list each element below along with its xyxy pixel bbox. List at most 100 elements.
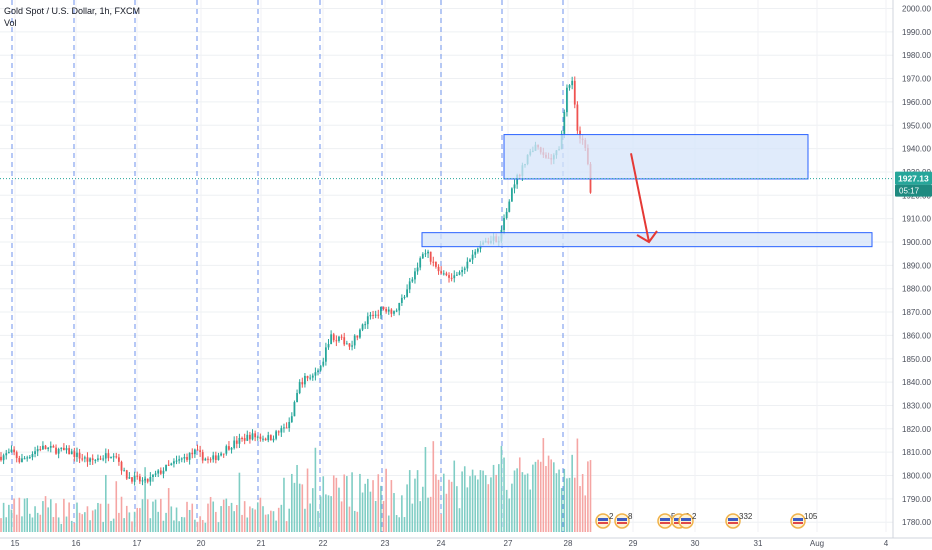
volume-bar [60, 523, 63, 532]
arrow-head[interactable] [636, 230, 658, 244]
candle-body [238, 438, 241, 444]
support-resistance-zones[interactable] [421, 134, 873, 248]
volume-bar [587, 461, 589, 532]
event-count: 105 [804, 512, 818, 521]
volume-bar [236, 505, 238, 532]
volume-bar [97, 502, 99, 532]
arrow-shaft[interactable] [630, 153, 650, 243]
volume-bar [228, 506, 230, 532]
candle-body [21, 458, 23, 463]
candle-body [193, 449, 196, 455]
volume-bar [262, 506, 264, 532]
candle-body [440, 271, 443, 274]
event-marker[interactable]: 2 [678, 512, 697, 529]
volume-bar [353, 510, 356, 532]
volume-bar [243, 501, 246, 532]
candle-body [277, 431, 280, 433]
volume-bar [222, 499, 225, 532]
symbol-title[interactable]: Gold Spot / U.S. Dollar, 1h, FXCM [4, 6, 141, 16]
volume-bar [49, 499, 52, 532]
candle-body [191, 452, 194, 455]
volume-bar [492, 464, 495, 532]
candle-body [411, 279, 414, 282]
candle-body [235, 440, 238, 444]
volume-bar [513, 470, 516, 532]
candle-body [154, 473, 157, 475]
candle-body [348, 343, 351, 347]
volume-bar [65, 516, 68, 532]
volume-bar [18, 497, 21, 532]
volume-bar [393, 493, 395, 532]
candle-body [563, 112, 566, 134]
candle-body [445, 273, 448, 276]
event-marker[interactable]: 8 [614, 512, 633, 529]
volume-bar [31, 517, 34, 532]
event-marker[interactable]: 105 [790, 512, 818, 529]
volume-bar [518, 457, 521, 532]
volume-bar [553, 462, 555, 532]
event-marker[interactable]: 2 [595, 512, 614, 529]
volume-bar [311, 488, 314, 532]
time-tick-label: 24 [437, 539, 446, 548]
volume-bar [471, 469, 474, 532]
event-marker[interactable]: 332 [725, 512, 753, 529]
forecast-arrow[interactable] [630, 153, 658, 244]
volume-indicator-label[interactable]: Vol [4, 18, 17, 28]
volume-bar [70, 520, 73, 532]
volume-bar [146, 499, 149, 532]
volume-bar [461, 471, 463, 532]
candle-body [508, 201, 511, 212]
current-price-badge[interactable] [895, 171, 932, 185]
volume-bar [112, 518, 115, 532]
candle-body [28, 457, 31, 459]
candle-body [112, 456, 115, 458]
price-axis-background [893, 0, 932, 550]
volume-bar [545, 466, 547, 532]
volume-bar [76, 502, 78, 532]
candle-body [128, 477, 131, 479]
volume-bar [291, 473, 293, 532]
time-tick-label: 30 [691, 539, 700, 548]
candle-body [511, 188, 513, 202]
candle-body [115, 456, 118, 458]
candle-body [186, 457, 188, 460]
volume-bar [390, 480, 393, 532]
volume-bar [13, 498, 15, 532]
time-tick-label: 15 [11, 539, 20, 548]
volume-bar [73, 522, 76, 532]
candle-body [317, 370, 319, 373]
volume-bar [131, 521, 133, 532]
volume-bar [249, 506, 251, 532]
volume-bar [361, 492, 364, 532]
volume-bar [479, 470, 482, 532]
volume-bar [296, 464, 298, 532]
candle-body [285, 427, 288, 429]
candle-body [55, 447, 57, 454]
candle-body [505, 211, 508, 218]
volume-bar [78, 512, 81, 532]
candle-body [395, 310, 398, 312]
time-tick-label: 29 [629, 539, 638, 548]
volume-bar [215, 511, 217, 532]
economic-events[interactable]: 28562332105 [595, 512, 818, 529]
bar-countdown: 05:17 [899, 187, 920, 196]
volume-bar [99, 503, 102, 532]
candle-body [503, 217, 505, 230]
price-axis[interactable]: 2000.00 1990.00 1980.00 1970.00 1960.00 1950.… [892, 0, 932, 550]
volume-bar [437, 479, 440, 532]
time-axis[interactable]: 15 16 17 20 21 22 23 24 27 28 29 30 31 Aug 4 [0, 537, 932, 548]
resistance-zone[interactable] [503, 134, 809, 180]
candle-body [10, 449, 13, 453]
volume-bar [511, 483, 513, 532]
candle-body [463, 268, 466, 270]
volume-bar [372, 480, 374, 532]
volume-bar [419, 501, 421, 532]
candle-body [330, 334, 333, 345]
time-tick-label: 21 [257, 539, 266, 548]
candle-body [290, 416, 293, 423]
volume-bar [57, 517, 60, 532]
candle-body [366, 316, 369, 325]
candle-body [309, 377, 312, 379]
candle-body [332, 334, 335, 341]
